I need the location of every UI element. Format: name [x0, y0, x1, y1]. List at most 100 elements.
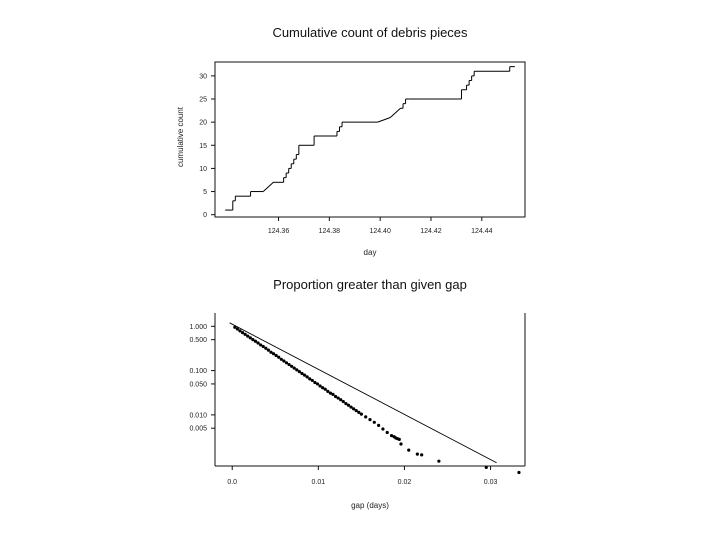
- chart2-point: [357, 410, 361, 414]
- chart2-point: [240, 331, 245, 335]
- chart2-point: [344, 401, 348, 406]
- chart2-point: [264, 346, 268, 350]
- chart2-y-tick-label: 1.000: [189, 324, 207, 331]
- chart1-x-ticks: 124.36 124.38 124.40 124.42 124.44: [268, 217, 493, 235]
- chart2-point: [274, 353, 278, 358]
- chart2-x-tick-label: 0.0: [227, 479, 237, 486]
- chart2-x-tick-label: 0.01: [312, 479, 326, 486]
- chart2-point: [399, 442, 403, 446]
- chart2-point: [326, 389, 330, 393]
- chart2-point: [381, 427, 385, 431]
- chart2-x-tick-label: 0.02: [398, 479, 412, 486]
- chart2-point: [282, 359, 286, 363]
- chart2-point: [321, 386, 325, 390]
- chart1-x-axis-label: day: [364, 248, 377, 257]
- chart2-point: [323, 387, 327, 391]
- chart2-point: [377, 423, 381, 427]
- chart2-point: [256, 341, 260, 345]
- chart2-point: [389, 434, 394, 438]
- chart1-y-tick-label: 5: [203, 189, 207, 196]
- chart2-point: [484, 465, 488, 470]
- chart2-point: [305, 375, 309, 379]
- chart2-point: [269, 350, 273, 354]
- chart2-fit-line: [229, 322, 497, 464]
- chart1-step-segment: [377, 117, 391, 123]
- chart2-point: [238, 329, 242, 333]
- chart2-point: [233, 325, 237, 329]
- chart2-y-tick-label: 0.010: [189, 412, 207, 419]
- chart2-point: [297, 369, 301, 374]
- chart1-step-segment: [389, 107, 401, 118]
- chart2-point: [246, 334, 250, 338]
- chart2-point: [284, 361, 289, 365]
- chart2-point: [415, 452, 419, 456]
- chart1-marks: [225, 66, 515, 211]
- chart1-y-tick-label: 20: [199, 120, 207, 127]
- chart2-point: [364, 415, 368, 419]
- chart2-y-ticks: 1.000 0.500 0.100 0.050 0.010 0.005: [189, 324, 215, 433]
- chart2-point: [333, 394, 338, 399]
- chart1-y-ticks: 0 5 10 15 20 25 30: [199, 73, 215, 219]
- chart1-x-tick-label: 124.42: [420, 228, 442, 235]
- chart2-point: [277, 355, 281, 359]
- chart2-point: [352, 407, 356, 411]
- chart1-y-tick-label: 30: [199, 73, 207, 80]
- chart2-point: [437, 459, 441, 463]
- chart1-y-axis-label: cumulative count: [176, 106, 185, 167]
- chart1-title: Cumulative count of debris pieces: [272, 25, 468, 40]
- chart2-point: [346, 403, 351, 407]
- chart2-x-tick-label: 0.03: [484, 479, 498, 486]
- chart2-point: [248, 336, 252, 340]
- chart2-point: [295, 368, 299, 372]
- chart2-point: [259, 343, 263, 347]
- chart2-point: [359, 412, 363, 416]
- chart1-x-tick-label: 124.44: [471, 228, 493, 235]
- chart2-point: [313, 380, 317, 385]
- chart2-y-tick-label: 0.005: [189, 426, 207, 433]
- chart2-point: [372, 420, 376, 424]
- chart2-point: [354, 408, 358, 413]
- chart2-point: [292, 366, 296, 370]
- chart2-point: [266, 348, 270, 352]
- chart2-point: [290, 364, 294, 368]
- chart2-point: [385, 430, 389, 435]
- chart2-x-axis-label: gap (days): [351, 501, 389, 510]
- chart1-x-tick-label: 124.40: [369, 228, 391, 235]
- chart2-point: [315, 382, 320, 386]
- chart2-point: [302, 373, 307, 377]
- chart2-point: [271, 352, 276, 356]
- chart2-point: [407, 448, 411, 452]
- chart1-y-tick-label: 0: [203, 212, 207, 219]
- chart2-point: [339, 398, 343, 402]
- chart2-point: [349, 405, 353, 409]
- chart2-point: [336, 396, 340, 400]
- chart2-point: [517, 470, 521, 475]
- chart2-point: [328, 391, 332, 395]
- chart2-title: Proportion greater than given gap: [273, 277, 467, 292]
- chart1-plot-frame: [214, 61, 526, 218]
- chart2-point: [279, 357, 283, 361]
- chart2-x-ticks: 0.0 0.01 0.02 0.03: [227, 466, 497, 486]
- chart2-point: [310, 378, 314, 383]
- chart2-y-tick-label: 0.050: [189, 381, 207, 388]
- chart2-point: [251, 338, 255, 342]
- chart2-point: [308, 377, 312, 381]
- chart1-x-tick-label: 124.38: [319, 228, 341, 235]
- chart2-point: [420, 453, 424, 457]
- chart2-point: [368, 418, 372, 422]
- chart1-x-tick-label: 124.36: [268, 228, 290, 235]
- chart2-point: [331, 392, 335, 396]
- chart2-marks: [229, 322, 521, 475]
- chart2-point: [253, 339, 258, 343]
- chart1-step-segment: [262, 181, 274, 192]
- chart2-point: [341, 399, 345, 404]
- chart2-point: [300, 371, 304, 376]
- chart2-point: [318, 384, 322, 388]
- chart2-point: [235, 327, 239, 331]
- chart1-y-tick-label: 15: [199, 143, 207, 150]
- chart1-y-tick-label: 10: [199, 166, 207, 173]
- chart2-point: [261, 344, 265, 349]
- chart2-y-tick-label: 0.500: [189, 337, 207, 344]
- chart2-point: [287, 362, 291, 367]
